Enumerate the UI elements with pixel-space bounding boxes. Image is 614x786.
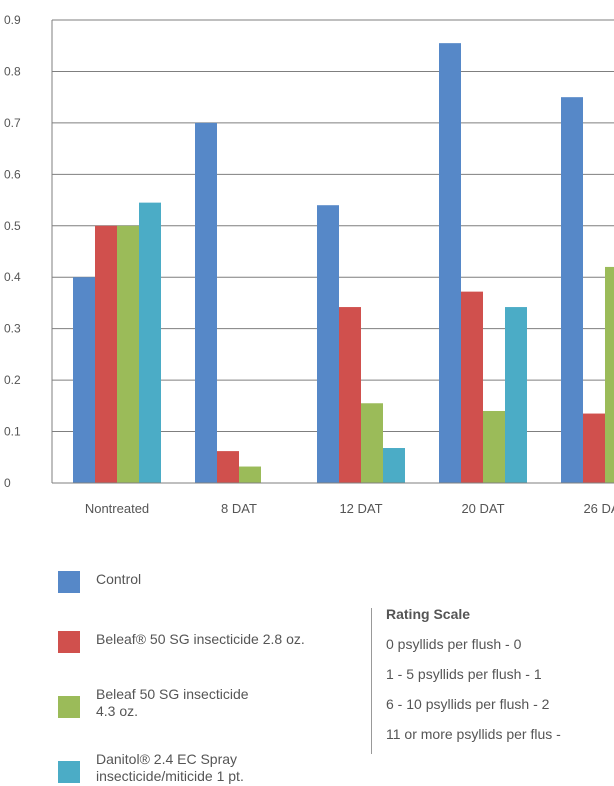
bar [217,451,239,483]
bar [195,122,217,483]
rating-scale-title: Rating Scale [386,606,471,622]
rating-scale-divider [371,608,372,754]
bar [139,202,161,483]
bar [73,277,95,483]
legend-swatch [58,761,80,783]
rating-scale-row: 6 - 10 psyllids per flush - 2 [386,696,550,712]
tick-labels: 0 0.1 0.2 0.3 0.4 0.5 0.6 0.7 0.8 0.9 Nontreated 8 … [4,13,614,516]
bar [95,225,117,483]
rating-scale: Rating Scale 0 psyllids per flush - 0 1 … [386,606,614,756]
legend-label: Danitol® 2.4 EC Spray insecticide/mitici… [96,751,244,784]
bar [439,43,461,484]
y-tick-label: 0.4 [4,270,21,284]
bar [361,403,383,483]
legend-item-beleaf-2-8-oz: Beleaf® 50 SG insecticide 2.8 oz. [58,631,348,653]
legend-item-control: Control [58,571,348,593]
x-tick-label: 26 DAT [583,501,614,516]
bar [317,205,339,483]
y-tick-label: 0.1 [4,425,21,439]
legend-label: Beleaf 50 SG insecticide 4.3 oz. [96,686,249,719]
y-tick-label: 0.6 [4,167,21,181]
legend-label: Beleaf® 50 SG insecticide 2.8 oz. [96,631,305,647]
y-tick-label: 0.9 [4,13,21,27]
bars [73,43,614,484]
y-tick-label: 0.5 [4,219,21,233]
bar [483,410,505,483]
x-tick-label: 20 DAT [461,501,504,516]
bar [239,466,261,483]
x-tick-label: 12 DAT [339,501,382,516]
y-tick-label: 0.3 [4,322,21,336]
x-tick-label: Nontreated [85,501,149,516]
bar [117,225,139,483]
bar [583,413,605,483]
axes [51,20,614,484]
bar-chart: 0 0.1 0.2 0.3 0.4 0.5 0.6 0.7 0.8 0.9 Nontreated 8 … [4,13,614,516]
legend-label: Control [96,571,142,587]
bar [561,97,583,484]
y-tick-label: 0 [4,476,11,490]
legend-item-beleaf-4-3-oz: Beleaf 50 SG insecticide 4.3 oz. [58,686,348,720]
rating-scale-row: 11 or more psyllids per flus - [386,726,561,742]
bar [339,307,361,483]
y-tick-label: 0.7 [4,116,21,130]
rating-scale-row: 1 - 5 psyllids per flush - 1 [386,666,542,682]
legend-swatch [58,571,80,593]
legend-swatch [58,631,80,653]
bar [383,448,405,483]
bar [461,291,483,483]
rating-scale-row: 0 psyllids per flush - 0 [386,636,522,652]
bar [605,266,614,483]
legend-swatch [58,696,80,718]
y-tick-label: 0.2 [4,373,21,387]
legend-item-danitol: Danitol® 2.4 EC Spray insecticide/mitici… [58,751,348,785]
x-tick-label: 8 DAT [221,501,257,516]
bar [505,307,527,483]
y-tick-label: 0.8 [4,64,21,78]
